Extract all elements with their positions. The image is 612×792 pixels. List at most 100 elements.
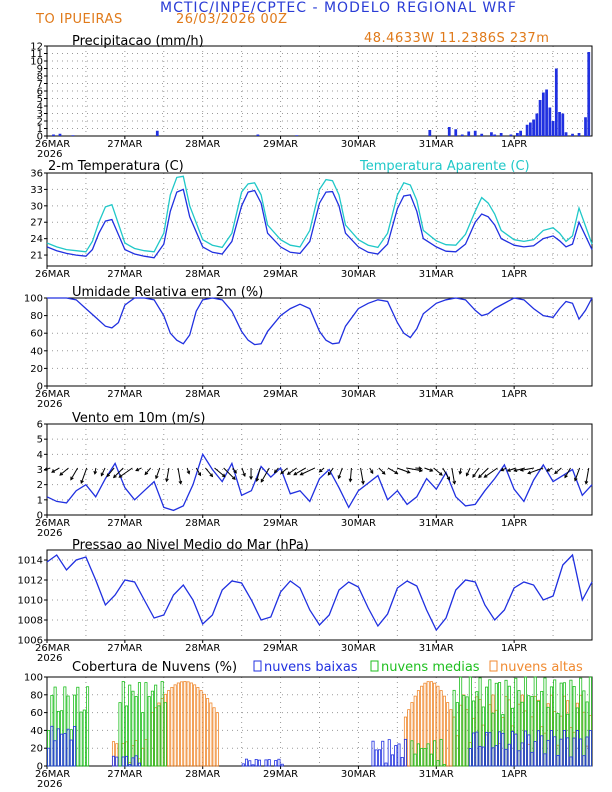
- x-tick-label: 31MAR: [419, 769, 454, 780]
- wind-arrow-head: [337, 475, 342, 480]
- x-tick-label: 1APR: [501, 769, 527, 780]
- y-tick-label: 40: [30, 346, 43, 357]
- x-tick-label: 28MAR: [185, 269, 220, 280]
- cloud-high-bar: [446, 702, 450, 767]
- wind-arrow-head: [209, 473, 214, 478]
- wind-arrow-head: [293, 471, 298, 476]
- wind-arrow-head: [299, 472, 304, 476]
- cloud-low-bar: [488, 732, 492, 767]
- wind-arrow: [466, 467, 471, 476]
- pressure-title: Pressao ao Nivel Medio do Mar (hPa): [72, 538, 309, 553]
- cloud-low-bar: [498, 731, 502, 767]
- cloud-low-bar: [111, 755, 116, 767]
- wind-arrow-head: [452, 480, 457, 485]
- wind-arrow-head: [255, 477, 260, 483]
- precip-bar: [467, 131, 471, 136]
- y-tick-label: 1006: [18, 636, 43, 647]
- wind-arrow-head: [106, 473, 111, 478]
- wind-arrow: [349, 467, 352, 482]
- wind-arrow: [280, 467, 288, 474]
- cloud-low-bar: [394, 745, 398, 767]
- precip-bar: [551, 121, 555, 136]
- wind-arrow-head: [231, 476, 236, 481]
- precip-bar: [532, 119, 535, 136]
- cloud-low-bar: [137, 762, 141, 767]
- humidity-title: Umidade Relativa em 2m (%): [72, 285, 263, 300]
- x-tick-label: 28MAR: [185, 769, 220, 780]
- x-tick-label: 28MAR: [185, 518, 220, 529]
- y-tick-label: 100: [24, 294, 43, 305]
- wind-arrow-head: [348, 478, 353, 483]
- cloud-low-bar: [579, 738, 583, 767]
- wind-arrow: [166, 467, 170, 482]
- x-tick-label: 30MAR: [341, 518, 376, 529]
- cloud-legend-low: nuvens baixas: [264, 660, 358, 675]
- wind-arrow-head: [273, 469, 278, 474]
- wind-arrow: [293, 467, 307, 476]
- cloud-legend-mid: nuvens medias: [381, 660, 480, 675]
- cloud-low-bar: [478, 745, 482, 767]
- wind-arrow-head: [112, 474, 117, 479]
- cloud-high-bar: [183, 681, 187, 767]
- cloud-mid-bar: [426, 743, 430, 767]
- precip-bar: [528, 122, 532, 136]
- cloud-mid-bar: [452, 689, 456, 767]
- cloud-low-bar: [371, 740, 375, 767]
- x-tick-label: 27MAR: [107, 643, 142, 654]
- y-tick-label: 7: [37, 79, 43, 90]
- cloud-mid-bar: [423, 747, 427, 767]
- precip-bar: [493, 134, 497, 136]
- cloud-mid-bar: [144, 682, 148, 767]
- x-tick-label: 31MAR: [419, 518, 454, 529]
- wind-arrow-head: [59, 472, 64, 476]
- cloud-mid-bar: [82, 709, 86, 767]
- x-year-label: 2026: [37, 399, 62, 410]
- cloud-title: Cobertura de Nuvens (%): [72, 660, 237, 675]
- precip-bar: [538, 100, 542, 136]
- header-title: MCTIC/INPE/CPTEC - MODELO REGIONAL WRF: [160, 0, 517, 16]
- precip-bar: [571, 133, 574, 136]
- y-tick-label: 27: [30, 218, 43, 229]
- cloud-low-bar: [582, 755, 586, 767]
- cloud-low-bar: [569, 756, 573, 767]
- cloud-high-bar: [167, 690, 171, 767]
- wind-arrow: [554, 467, 562, 474]
- cloud-low-bar: [527, 734, 531, 767]
- y-tick-label: 2: [37, 480, 43, 491]
- cloud-low-bar: [530, 751, 534, 767]
- cloud-mid-bar: [420, 747, 424, 767]
- wind-arrow: [223, 467, 236, 480]
- precip-bar: [155, 130, 159, 136]
- y-tick-label: 0: [37, 132, 43, 143]
- wind-arrow-head: [361, 480, 365, 485]
- wind-arrow-head: [478, 474, 482, 479]
- cloud-mid-bar: [413, 753, 417, 767]
- wind-arrow-head: [429, 468, 434, 472]
- wind-arrow-head: [80, 479, 84, 484]
- cloud-mid-bar: [455, 702, 459, 767]
- cloud-low-bar: [400, 756, 404, 767]
- cloud-high-bar: [189, 682, 193, 767]
- y-tick-label: 1008: [18, 616, 43, 627]
- x-tick-label: 27MAR: [107, 518, 142, 529]
- y-tick-label: 5: [37, 435, 43, 446]
- wind-arrow-head: [280, 470, 285, 475]
- cloud-low-bar: [267, 759, 271, 767]
- precip-bar: [454, 129, 458, 136]
- wind-arrow: [195, 467, 201, 476]
- wind-arrow-head: [446, 476, 450, 481]
- precip-bar: [564, 132, 568, 136]
- x-tick-label: 26MAR: [35, 769, 70, 780]
- cloud-high-bar: [176, 682, 180, 767]
- wind-arrow-head: [584, 480, 589, 485]
- wind-arrow: [406, 467, 423, 472]
- cloud-low-bar: [540, 735, 544, 767]
- y-tick-label: 100: [24, 673, 43, 684]
- cloud-high-bar: [215, 712, 219, 767]
- wind-arrow: [144, 467, 152, 475]
- panel-frame: [46, 297, 593, 387]
- wind-arrow-head: [527, 470, 532, 475]
- x-tick-label: 31MAR: [419, 269, 454, 280]
- wind-arrow-head: [260, 478, 265, 483]
- cloud-low-bar: [124, 755, 129, 767]
